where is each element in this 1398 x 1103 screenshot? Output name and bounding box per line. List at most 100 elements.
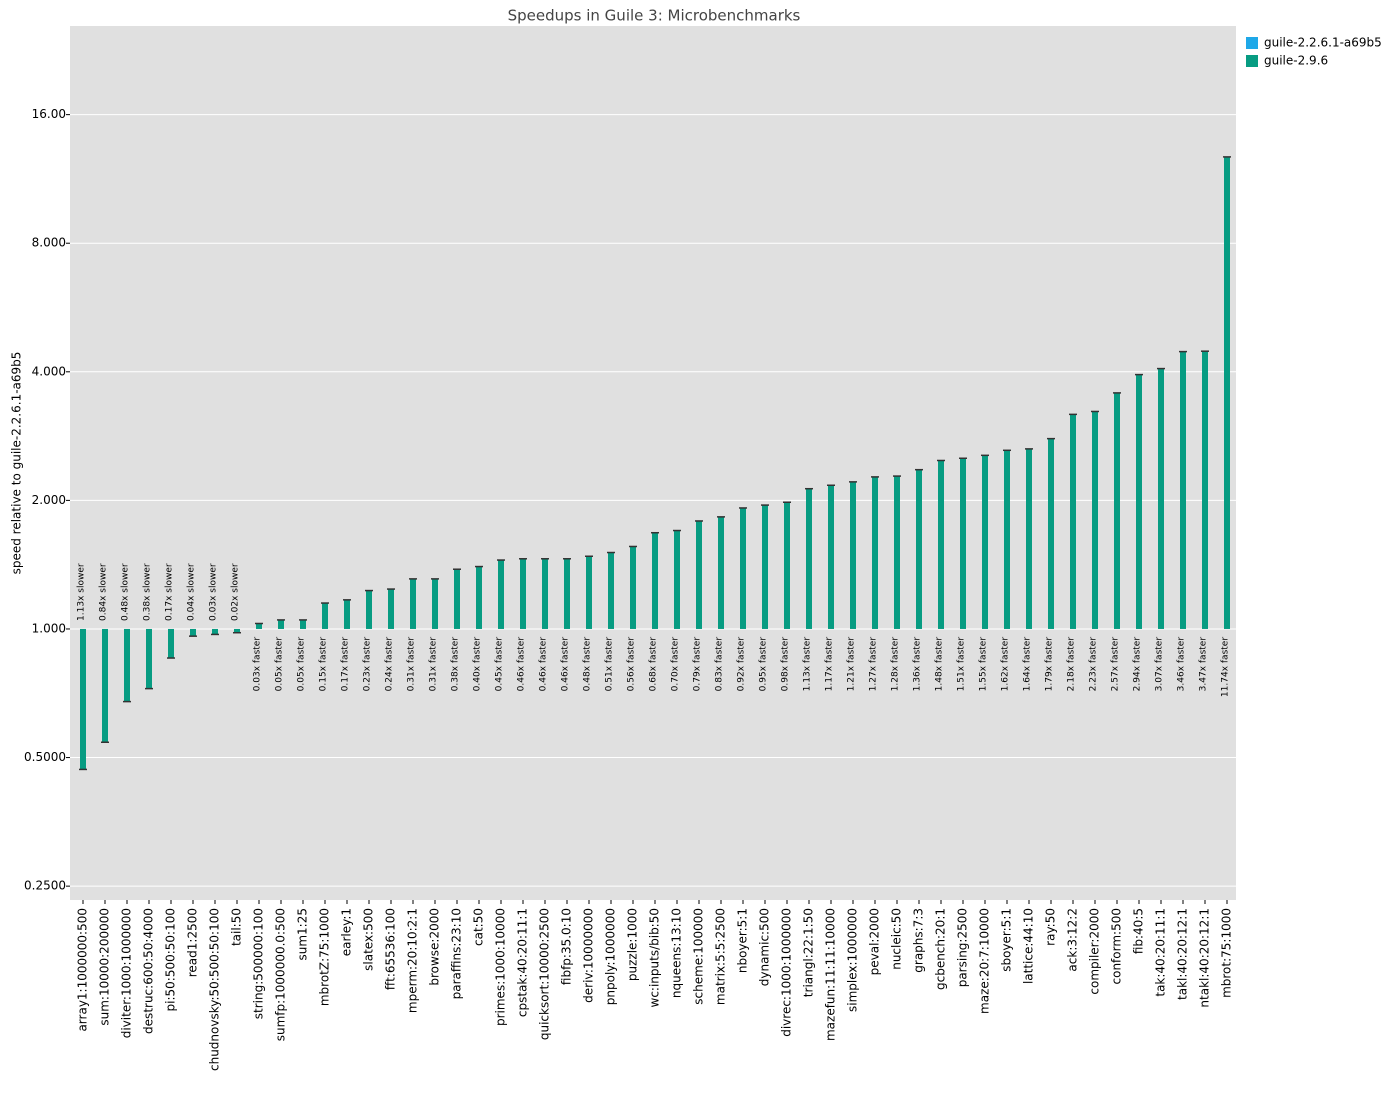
x-tick-label: sum1:25 bbox=[296, 908, 310, 961]
bar bbox=[366, 590, 372, 629]
x-tick-label: browse:2000 bbox=[428, 908, 442, 986]
bar bbox=[498, 560, 504, 629]
x-tick-label: conform:500 bbox=[1110, 908, 1124, 984]
x-tick-label: array1:1000000:500 bbox=[76, 908, 90, 1032]
bar bbox=[322, 603, 328, 629]
bar bbox=[1180, 351, 1186, 629]
value-label: 1.55x faster bbox=[979, 637, 989, 692]
value-label: 0.23x faster bbox=[363, 637, 373, 692]
x-tick-label: mbrotZ:75:1000 bbox=[318, 908, 332, 1006]
x-tick-label: pnpoly:1000000 bbox=[604, 908, 618, 1005]
bar bbox=[1004, 450, 1010, 629]
x-tick-label: fib:40:5 bbox=[1132, 908, 1146, 954]
bar bbox=[1136, 374, 1142, 629]
x-tick-label: pi:50:500:50:100 bbox=[164, 908, 178, 1011]
value-label: 0.48x faster bbox=[583, 637, 593, 692]
value-label: 0.02x slower bbox=[231, 563, 241, 621]
x-tick-label: divrec:1000:1000000 bbox=[780, 908, 794, 1037]
value-label: 1.48x faster bbox=[935, 637, 945, 692]
y-tick-label: 0.5000 bbox=[24, 750, 66, 764]
y-axis-label: speed relative to guile-2.2.6.1-a69b5 bbox=[10, 352, 24, 575]
value-label: 3.07x faster bbox=[1155, 637, 1165, 692]
value-label: 0.98x faster bbox=[781, 637, 791, 692]
x-tick-label: mbrot:75:1000 bbox=[1220, 908, 1234, 998]
bar bbox=[454, 569, 460, 629]
bar bbox=[894, 476, 900, 629]
x-tick-label: read1:2500 bbox=[186, 908, 200, 977]
x-tick-label: slatex:500 bbox=[362, 908, 376, 971]
x-tick-label: matrix:5:5:2500 bbox=[714, 908, 728, 1005]
value-label: 1.36x faster bbox=[913, 637, 923, 692]
value-label: 3.46x faster bbox=[1177, 637, 1187, 692]
x-tick-label: tak:40:20:11:1 bbox=[1154, 908, 1168, 997]
bar bbox=[916, 469, 922, 629]
value-label: 2.94x faster bbox=[1133, 637, 1143, 692]
bar bbox=[1048, 438, 1054, 629]
legend-label: guile-2.2.6.1-a69b5 bbox=[1264, 36, 1382, 50]
value-label: 0.92x faster bbox=[737, 637, 747, 692]
bar bbox=[410, 578, 416, 629]
value-label: 1.13x slower bbox=[77, 563, 87, 621]
value-label: 1.21x faster bbox=[847, 637, 857, 692]
x-tick-label: gcbench:20:1 bbox=[934, 908, 948, 990]
x-tick-label: nqueens:13:10 bbox=[670, 908, 684, 998]
x-tick-label: ray:50 bbox=[1044, 908, 1058, 946]
value-label: 0.05x faster bbox=[275, 637, 285, 692]
value-label: 0.45x faster bbox=[495, 637, 505, 692]
value-label: 1.51x faster bbox=[957, 637, 967, 692]
bar bbox=[212, 628, 218, 635]
x-tick-label: deriv:10000000 bbox=[582, 908, 596, 1003]
plot-background bbox=[70, 26, 1236, 900]
x-tick-label: tail:50 bbox=[230, 908, 244, 946]
x-tick-label: wc:inputs/bib:50 bbox=[648, 908, 662, 1008]
bar bbox=[1092, 411, 1098, 629]
bar bbox=[960, 458, 966, 629]
legend-swatch bbox=[1246, 55, 1258, 67]
bar bbox=[520, 558, 526, 629]
bar bbox=[564, 558, 570, 629]
x-tick-label: sum:10000:200000 bbox=[98, 908, 112, 1026]
bar bbox=[938, 460, 944, 629]
x-tick-label: lattice:44:10 bbox=[1022, 908, 1036, 984]
bar bbox=[630, 546, 636, 629]
x-tick-label: mazefun:11:11:10000 bbox=[824, 908, 838, 1041]
value-label: 0.56x faster bbox=[627, 637, 637, 692]
value-label: 1.79x faster bbox=[1045, 637, 1055, 692]
bar bbox=[1070, 414, 1076, 629]
x-tick-label: sumfp:1000000.0:500 bbox=[274, 908, 288, 1041]
value-label: 1.62x faster bbox=[1001, 637, 1011, 692]
value-label: 2.23x faster bbox=[1089, 637, 1099, 692]
bar bbox=[80, 628, 86, 770]
y-tick-label: 0.2500 bbox=[24, 879, 66, 893]
value-label: 0.38x slower bbox=[143, 563, 153, 621]
x-tick-label: simplex:1000000 bbox=[846, 908, 860, 1012]
bar bbox=[300, 619, 306, 629]
bar bbox=[1114, 392, 1120, 629]
value-label: 0.38x faster bbox=[451, 637, 461, 692]
x-tick-label: puzzle:1000 bbox=[626, 908, 640, 981]
bar bbox=[476, 566, 482, 629]
x-tick-label: paraffins:23:10 bbox=[450, 908, 464, 999]
y-tick-label: 4.000 bbox=[32, 364, 66, 378]
x-tick-label: destruc:600:50:4000 bbox=[142, 908, 156, 1034]
x-tick-label: maze:20:7:10000 bbox=[978, 908, 992, 1014]
value-label: 0.46x faster bbox=[539, 637, 549, 692]
bar bbox=[190, 628, 196, 637]
value-label: 2.18x faster bbox=[1067, 637, 1077, 692]
x-tick-label: earley:1 bbox=[340, 908, 354, 956]
x-tick-label: primes:1000:10000 bbox=[494, 908, 508, 1026]
value-label: 0.03x faster bbox=[253, 637, 263, 692]
x-tick-label: graphs:7:3 bbox=[912, 908, 926, 973]
x-tick-label: string:500000:100 bbox=[252, 908, 266, 1019]
bar bbox=[784, 502, 790, 629]
value-label: 0.04x slower bbox=[187, 563, 197, 621]
x-tick-label: cpstak:40:20:11:1 bbox=[516, 908, 530, 1017]
value-label: 0.51x faster bbox=[605, 637, 615, 692]
y-tick-label: 8.000 bbox=[32, 236, 66, 250]
bar bbox=[256, 623, 262, 629]
value-label: 0.17x faster bbox=[341, 637, 351, 692]
x-tick-label: fft:65536:100 bbox=[384, 908, 398, 990]
value-label: 0.79x faster bbox=[693, 637, 703, 692]
value-label: 1.27x faster bbox=[869, 637, 879, 692]
bar bbox=[982, 455, 988, 629]
